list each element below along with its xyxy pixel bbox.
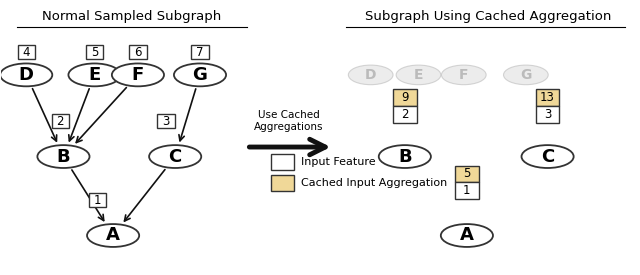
Circle shape — [112, 64, 164, 86]
Text: 3: 3 — [544, 108, 551, 121]
FancyBboxPatch shape — [86, 45, 103, 59]
FancyBboxPatch shape — [536, 106, 559, 123]
Text: 1: 1 — [94, 194, 101, 207]
Text: A: A — [106, 227, 120, 244]
Circle shape — [149, 145, 201, 168]
Text: 6: 6 — [134, 46, 141, 59]
Circle shape — [174, 64, 226, 86]
Text: 4: 4 — [22, 46, 30, 59]
Text: Normal Sampled Subgraph: Normal Sampled Subgraph — [42, 10, 221, 23]
Text: E: E — [413, 68, 423, 82]
FancyBboxPatch shape — [157, 114, 175, 128]
Circle shape — [68, 64, 120, 86]
Circle shape — [87, 224, 139, 247]
Text: 2: 2 — [56, 115, 64, 128]
FancyBboxPatch shape — [393, 106, 417, 123]
FancyBboxPatch shape — [52, 114, 69, 128]
Text: Subgraph Using Cached Aggregation: Subgraph Using Cached Aggregation — [365, 10, 612, 23]
Text: A: A — [460, 227, 474, 244]
Text: Use Cached
Aggregations: Use Cached Aggregations — [254, 110, 323, 132]
FancyBboxPatch shape — [17, 45, 35, 59]
FancyBboxPatch shape — [271, 175, 294, 191]
Text: G: G — [193, 66, 207, 84]
Text: 5: 5 — [463, 167, 470, 180]
Text: 5: 5 — [91, 46, 98, 59]
Text: C: C — [541, 148, 554, 166]
Text: 2: 2 — [401, 108, 408, 121]
Text: F: F — [132, 66, 144, 84]
Circle shape — [504, 65, 548, 85]
Text: 13: 13 — [540, 91, 555, 104]
Text: D: D — [365, 68, 376, 82]
Text: B: B — [57, 148, 70, 166]
Text: 1: 1 — [463, 184, 470, 197]
FancyBboxPatch shape — [191, 45, 209, 59]
Circle shape — [522, 145, 573, 168]
Text: 3: 3 — [162, 115, 170, 128]
Circle shape — [348, 65, 393, 85]
Text: G: G — [520, 68, 532, 82]
FancyBboxPatch shape — [455, 182, 479, 199]
Text: F: F — [459, 68, 468, 82]
Text: 7: 7 — [196, 46, 204, 59]
FancyBboxPatch shape — [455, 166, 479, 182]
FancyBboxPatch shape — [129, 45, 147, 59]
Circle shape — [379, 145, 431, 168]
Text: B: B — [398, 148, 412, 166]
Circle shape — [0, 64, 52, 86]
Text: C: C — [168, 148, 182, 166]
FancyBboxPatch shape — [271, 154, 294, 170]
Circle shape — [396, 65, 441, 85]
FancyBboxPatch shape — [89, 193, 106, 207]
Circle shape — [37, 145, 90, 168]
Text: E: E — [88, 66, 100, 84]
Text: Cached Input Aggregation: Cached Input Aggregation — [301, 178, 447, 188]
Circle shape — [441, 224, 493, 247]
Text: Input Feature: Input Feature — [301, 157, 376, 167]
FancyBboxPatch shape — [536, 89, 559, 106]
FancyBboxPatch shape — [393, 89, 417, 106]
Text: 9: 9 — [401, 91, 408, 104]
Text: D: D — [19, 66, 34, 84]
Circle shape — [442, 65, 486, 85]
